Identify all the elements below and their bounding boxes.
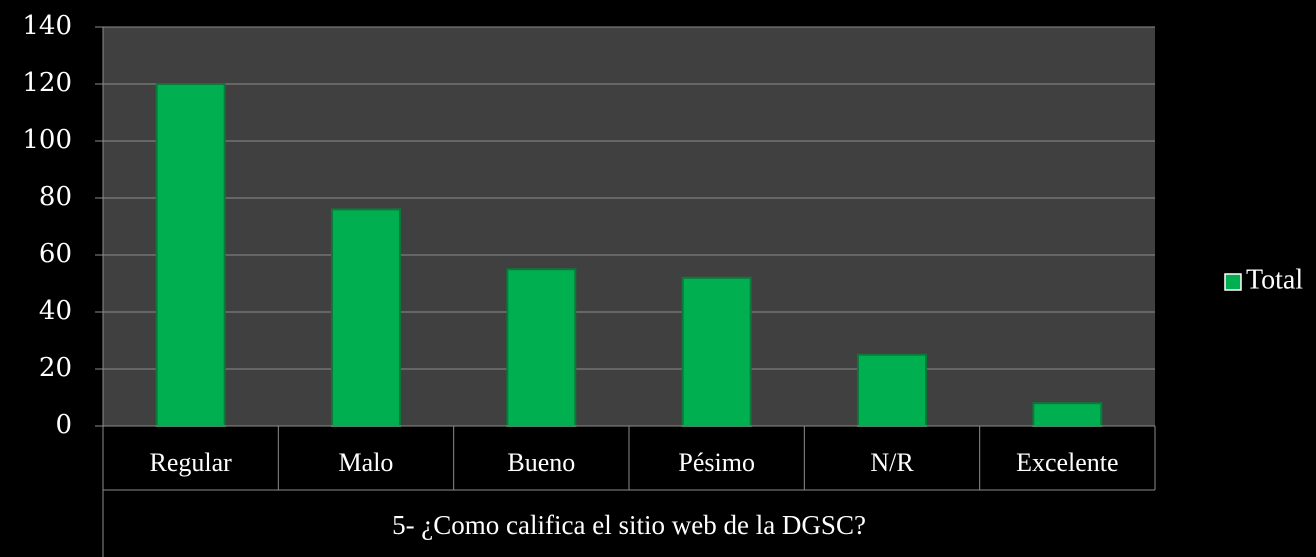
- legend-label: Total: [1246, 264, 1303, 295]
- y-tick-label: 120: [22, 68, 72, 98]
- bar: [1032, 402, 1103, 428]
- x-tick-label: Pésimo: [678, 448, 755, 477]
- bar: [331, 208, 401, 427]
- y-tick-label: 140: [22, 11, 72, 41]
- x-tick-label: Regular: [150, 448, 233, 477]
- x-tick-label: Bueno: [507, 448, 575, 477]
- x-tick-label: Malo: [339, 448, 394, 477]
- x-tick-label: N/R: [870, 448, 914, 477]
- x-axis-title: 5- ¿Como califica el sitio web de la DGS…: [392, 510, 866, 540]
- y-tick-label: 60: [39, 239, 72, 269]
- y-tick-label: 20: [39, 353, 72, 383]
- y-tick-label: 0: [55, 410, 72, 440]
- bar: [506, 268, 577, 427]
- y-tick-label: 100: [22, 125, 72, 155]
- plot-area: [103, 27, 1155, 426]
- y-tick-label: 40: [39, 296, 72, 326]
- bar: [857, 353, 927, 427]
- bar: [681, 276, 752, 427]
- bar: [155, 83, 226, 427]
- y-tick-label: 80: [39, 182, 72, 212]
- legend-swatch: [1224, 273, 1242, 291]
- x-tick-label: Excelente: [1016, 448, 1119, 477]
